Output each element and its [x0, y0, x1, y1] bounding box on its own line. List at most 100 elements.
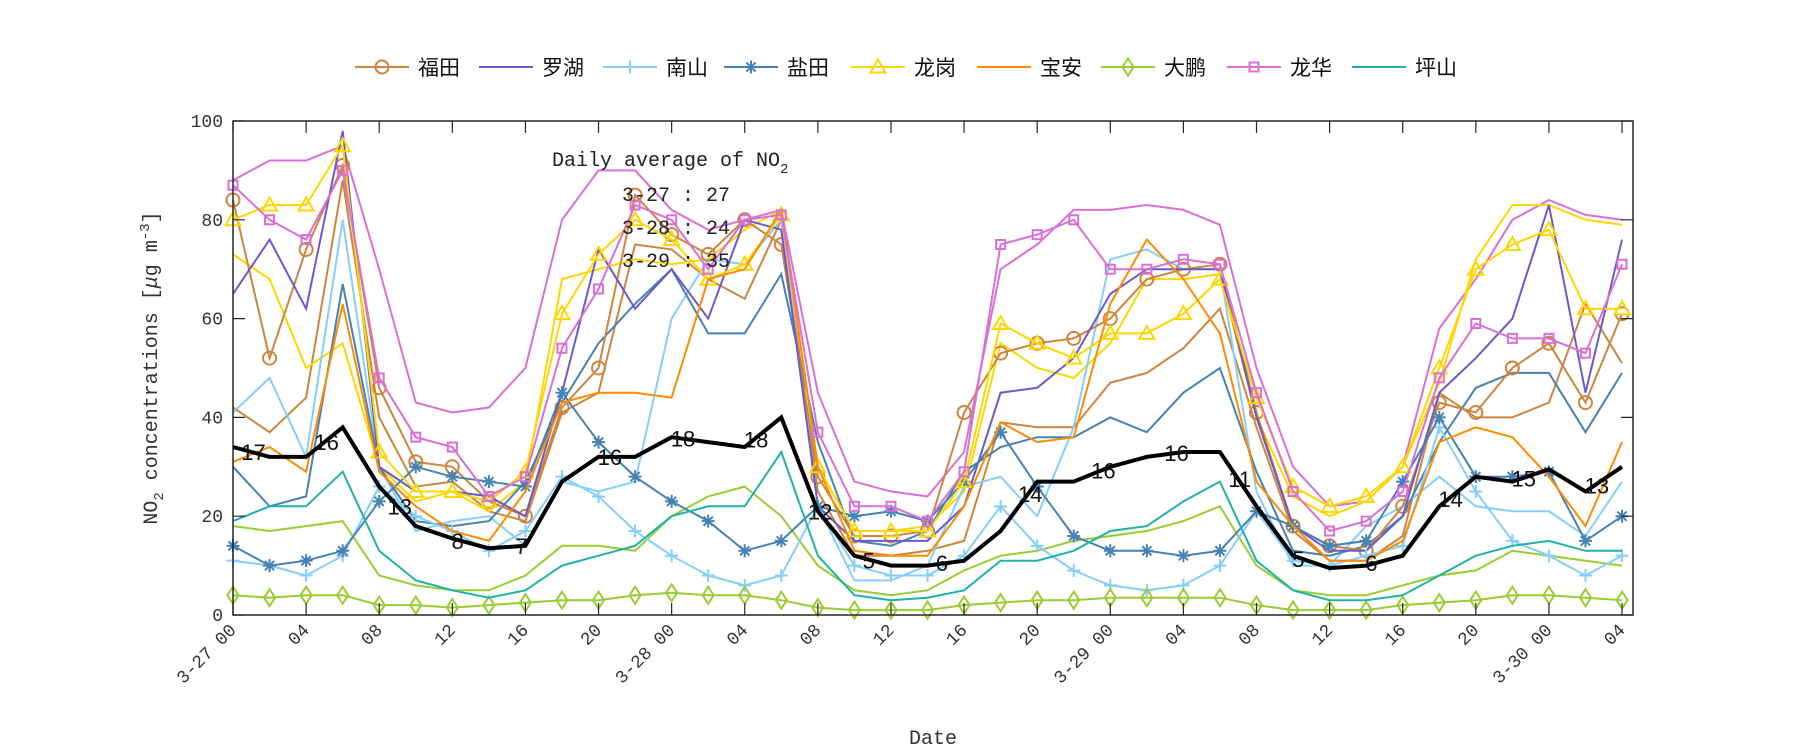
data-point-marker	[1176, 549, 1190, 563]
data-point-marker	[628, 470, 642, 484]
data-point-marker	[445, 597, 460, 618]
data-point-marker	[884, 568, 898, 582]
legend-label: 龙华	[1290, 56, 1332, 80]
data-point-marker	[625, 210, 645, 227]
x-tick-label: 04	[724, 621, 753, 650]
series-1	[232, 130, 1623, 552]
data-point-marker	[446, 441, 458, 453]
legend-marker	[744, 60, 758, 74]
data-point-marker	[1578, 568, 1592, 582]
data-point-marker	[1616, 258, 1628, 270]
data-point-marker	[628, 524, 642, 538]
data-point-marker	[1579, 347, 1591, 359]
mean-point-label: 16	[314, 430, 338, 455]
x-tick-label: 08	[358, 621, 387, 650]
x-tick-label: 12	[1308, 621, 1337, 650]
data-point-marker	[1542, 549, 1556, 563]
legend-item-7: 龙华	[1227, 56, 1332, 80]
data-point-marker	[1322, 599, 1337, 621]
data-point-marker	[260, 195, 279, 212]
legend-item-4: 龙岗	[851, 56, 956, 80]
x-tick-label: 04	[285, 621, 314, 650]
plot-frame	[232, 120, 1634, 616]
x-tick-label: 12	[431, 621, 460, 650]
data-point-marker	[518, 524, 532, 538]
series-line	[232, 449, 1622, 602]
data-point-marker	[1433, 372, 1445, 384]
data-point-marker	[409, 509, 423, 523]
data-point-marker	[299, 568, 313, 582]
data-point-marker	[1323, 539, 1337, 553]
data-point-marker	[1101, 323, 1120, 340]
data-point-marker	[921, 568, 935, 582]
data-point-marker	[1505, 584, 1520, 606]
data-point-marker	[665, 494, 679, 508]
series-line	[232, 167, 1623, 533]
plot-lines: 17 16 13 8 7 16 18 18 12 5 6 14 16 16 11 5 6 14 15 13	[223, 130, 1632, 621]
data-point-marker	[885, 500, 897, 512]
data-point-marker	[918, 521, 937, 538]
data-point-marker	[664, 227, 680, 243]
legend-label: 宝安	[1040, 56, 1082, 80]
data-point-marker	[774, 568, 788, 582]
data-point-marker	[593, 283, 605, 295]
legend-item-6: 大鹏	[1101, 56, 1206, 80]
legend-label: 大鹏	[1164, 56, 1206, 80]
legend-marker	[1248, 61, 1260, 73]
legend-label: 南山	[666, 56, 708, 80]
legend-marker	[1121, 56, 1135, 78]
data-point-marker	[1068, 214, 1080, 226]
data-point-marker	[1140, 587, 1154, 609]
data-point-marker	[812, 426, 824, 438]
data-point-marker	[662, 230, 681, 247]
legend-label: 福田	[418, 56, 460, 80]
data-point-marker	[1213, 544, 1227, 558]
mean-point-label: 8	[451, 529, 463, 554]
data-point-marker	[1030, 480, 1044, 494]
data-point-marker	[1324, 525, 1336, 537]
y-tick-label: 100	[191, 113, 223, 133]
y-tick-label: 60	[201, 311, 223, 331]
legend-label: 龙岗	[914, 56, 956, 80]
data-point-marker	[1104, 263, 1116, 275]
legend-item-8: 坪山	[1352, 56, 1457, 80]
data-point-marker	[1432, 592, 1446, 613]
data-point-marker	[1067, 529, 1081, 543]
data-point-marker	[1432, 410, 1446, 424]
data-point-marker	[299, 554, 313, 568]
data-point-marker	[1137, 323, 1157, 340]
data-point-marker	[300, 234, 312, 246]
data-point-marker	[296, 195, 316, 212]
mean-point-label: 16	[1091, 459, 1115, 484]
annotation-title: Daily average of NO2	[552, 150, 788, 178]
x-tick-label: 3-30 00	[1490, 621, 1558, 689]
data-point-marker	[409, 460, 423, 474]
data-point-marker	[1612, 299, 1632, 316]
x-tick-label: 04	[1162, 621, 1191, 650]
series-4	[223, 136, 1632, 538]
data-point-marker	[1393, 457, 1412, 474]
legend-item-3: 盐田	[724, 56, 829, 80]
data-point-marker	[556, 342, 568, 354]
mean-point-label: 6	[936, 551, 948, 576]
x-tick-label: 20	[1455, 621, 1484, 650]
data-point-marker	[665, 549, 679, 563]
data-point-marker	[1503, 234, 1522, 251]
data-point-marker	[410, 431, 422, 443]
x-axis-label: Date	[909, 728, 957, 750]
series-2	[226, 420, 1629, 597]
data-point-marker	[702, 263, 714, 275]
data-point-marker	[555, 589, 569, 611]
data-point-marker	[1174, 304, 1193, 321]
data-point-marker	[1213, 559, 1227, 573]
legend: 福田 罗湖 南山 盐田 龙岗 宝安 大鹏 龙华 坪山	[355, 56, 1457, 80]
data-point-marker	[263, 559, 277, 573]
data-point-marker	[1577, 395, 1593, 411]
data-point-marker	[848, 500, 860, 512]
data-point-marker	[1287, 486, 1299, 497]
data-point-marker	[701, 568, 715, 582]
data-point-marker	[483, 490, 495, 502]
data-point-marker	[958, 466, 970, 478]
legend-label: 罗湖	[542, 56, 584, 80]
